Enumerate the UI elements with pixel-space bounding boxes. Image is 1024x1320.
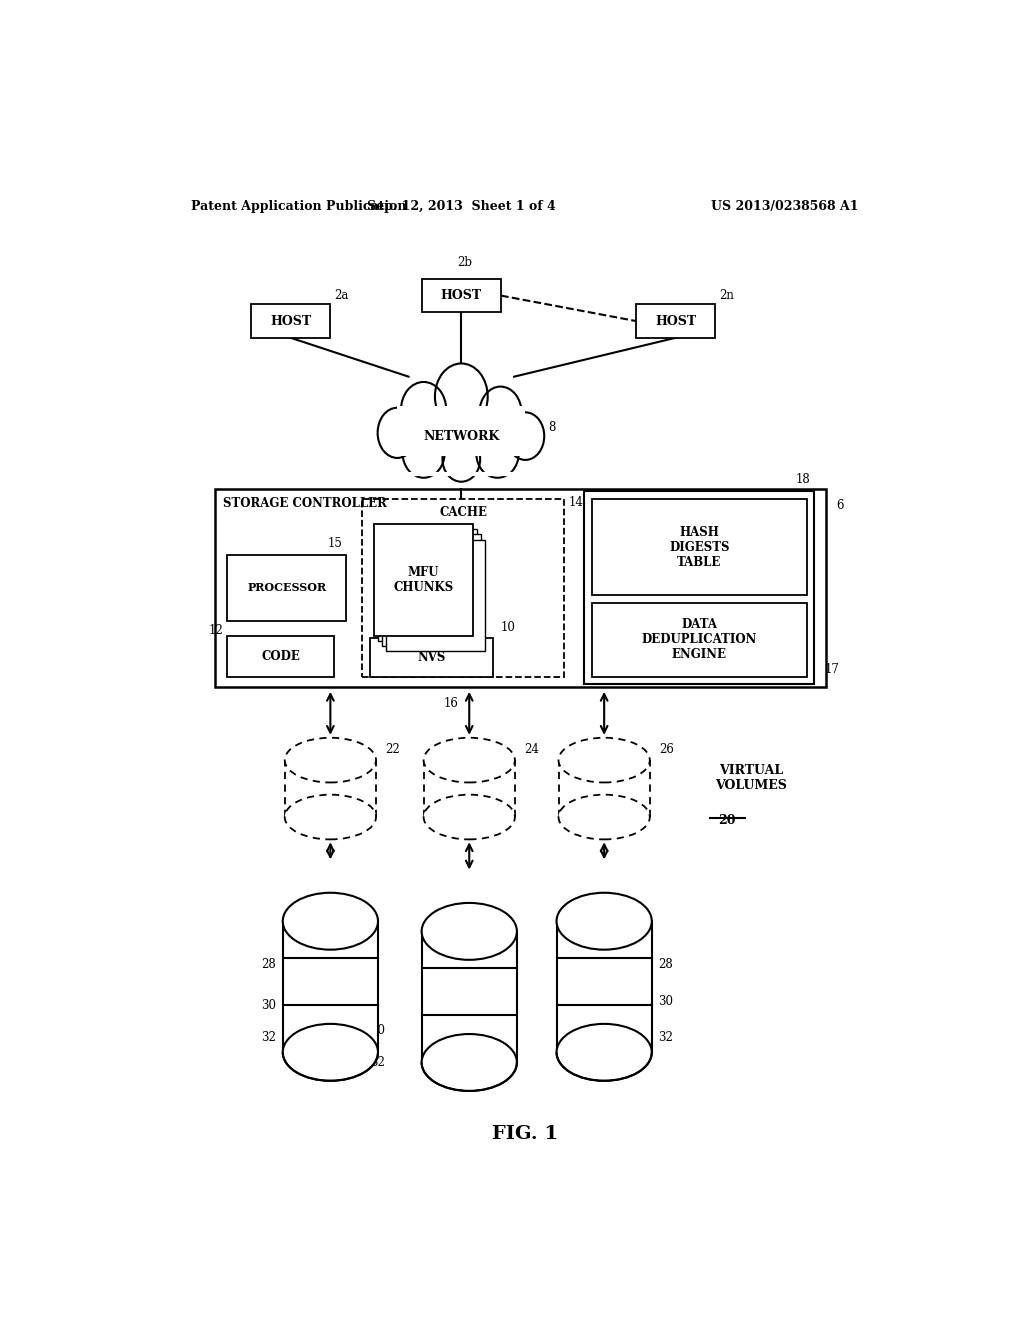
Ellipse shape bbox=[507, 412, 544, 459]
Text: PROCESSOR: PROCESSOR bbox=[247, 582, 327, 593]
Text: CODE: CODE bbox=[261, 649, 300, 663]
Text: HOST: HOST bbox=[655, 314, 696, 327]
Bar bbox=[397, 407, 525, 455]
Bar bbox=[422, 969, 517, 1015]
Bar bbox=[422, 1015, 517, 1063]
Bar bbox=[283, 958, 378, 1006]
Bar bbox=[283, 865, 378, 958]
Ellipse shape bbox=[283, 1024, 378, 1081]
Text: NETWORK: NETWORK bbox=[423, 429, 500, 442]
Text: 14: 14 bbox=[568, 496, 584, 508]
Bar bbox=[227, 554, 346, 620]
Ellipse shape bbox=[285, 738, 376, 783]
Bar bbox=[283, 1006, 378, 1052]
Text: 17: 17 bbox=[824, 663, 840, 676]
Bar bbox=[422, 874, 517, 969]
Ellipse shape bbox=[283, 892, 378, 949]
Ellipse shape bbox=[422, 1034, 517, 1090]
Bar bbox=[370, 638, 494, 677]
Text: 26: 26 bbox=[659, 743, 674, 756]
Ellipse shape bbox=[476, 430, 518, 478]
Text: US 2013/0238568 A1: US 2013/0238568 A1 bbox=[711, 199, 858, 213]
Ellipse shape bbox=[557, 1024, 651, 1081]
Text: 32: 32 bbox=[658, 1031, 673, 1044]
Ellipse shape bbox=[401, 381, 446, 437]
Text: 8: 8 bbox=[549, 421, 556, 434]
Text: 6: 6 bbox=[837, 499, 844, 512]
Bar bbox=[386, 540, 485, 651]
Ellipse shape bbox=[424, 738, 515, 783]
Text: Sep. 12, 2013  Sheet 1 of 4: Sep. 12, 2013 Sheet 1 of 4 bbox=[367, 199, 556, 213]
Bar bbox=[362, 499, 564, 677]
Bar bbox=[382, 535, 481, 647]
Ellipse shape bbox=[435, 363, 487, 429]
Text: 28: 28 bbox=[658, 958, 673, 970]
Bar bbox=[285, 760, 376, 817]
Bar bbox=[422, 279, 501, 313]
Text: 32: 32 bbox=[370, 1056, 385, 1069]
Text: Patent Application Publication: Patent Application Publication bbox=[191, 199, 407, 213]
Ellipse shape bbox=[557, 892, 651, 949]
Text: 30: 30 bbox=[370, 1024, 385, 1038]
Text: DATA
DEDUPLICATION
ENGINE: DATA DEDUPLICATION ENGINE bbox=[642, 618, 757, 661]
Ellipse shape bbox=[285, 795, 376, 840]
Ellipse shape bbox=[378, 408, 417, 458]
Ellipse shape bbox=[442, 437, 480, 482]
Bar bbox=[592, 499, 807, 595]
Text: NVS: NVS bbox=[418, 651, 445, 664]
Bar bbox=[592, 602, 807, 677]
Text: 2b: 2b bbox=[458, 256, 472, 269]
Text: 20: 20 bbox=[719, 814, 736, 826]
Bar bbox=[636, 304, 715, 338]
Bar bbox=[378, 529, 477, 642]
Text: 12: 12 bbox=[209, 624, 223, 638]
Text: 30: 30 bbox=[261, 999, 276, 1012]
Text: STORAGE CONTROLLER: STORAGE CONTROLLER bbox=[223, 496, 387, 510]
Ellipse shape bbox=[422, 903, 517, 960]
Text: 10: 10 bbox=[501, 622, 516, 635]
Bar bbox=[557, 865, 652, 958]
Ellipse shape bbox=[424, 795, 515, 840]
Ellipse shape bbox=[558, 795, 650, 840]
Bar bbox=[251, 304, 331, 338]
Text: HOST: HOST bbox=[440, 289, 482, 302]
Bar bbox=[424, 760, 515, 817]
Text: CACHE: CACHE bbox=[439, 506, 487, 519]
Text: 28: 28 bbox=[477, 878, 492, 891]
Text: 2n: 2n bbox=[719, 289, 734, 302]
Text: 15: 15 bbox=[328, 537, 342, 549]
Ellipse shape bbox=[479, 387, 521, 440]
Bar bbox=[227, 636, 334, 677]
Bar bbox=[374, 524, 473, 636]
Text: VIRTUAL
VOLUMES: VIRTUAL VOLUMES bbox=[715, 764, 787, 792]
Text: 24: 24 bbox=[524, 743, 540, 756]
Text: FIG. 1: FIG. 1 bbox=[492, 1125, 558, 1143]
Text: 28: 28 bbox=[262, 958, 276, 970]
Text: HOST: HOST bbox=[270, 314, 311, 327]
Text: 2a: 2a bbox=[334, 289, 349, 302]
Ellipse shape bbox=[402, 428, 444, 478]
Bar bbox=[585, 491, 814, 684]
Text: 16: 16 bbox=[443, 697, 459, 710]
Bar bbox=[557, 958, 652, 1006]
Bar bbox=[215, 488, 826, 686]
Text: 22: 22 bbox=[385, 743, 400, 756]
Text: MFU
CHUNKS: MFU CHUNKS bbox=[393, 566, 454, 594]
Text: HASH
DIGESTS
TABLE: HASH DIGESTS TABLE bbox=[669, 525, 730, 569]
Bar bbox=[557, 1006, 652, 1052]
Ellipse shape bbox=[558, 738, 650, 783]
Bar bbox=[558, 760, 650, 817]
Text: 30: 30 bbox=[658, 995, 673, 1008]
Text: 32: 32 bbox=[261, 1031, 276, 1044]
Text: 18: 18 bbox=[796, 473, 811, 486]
